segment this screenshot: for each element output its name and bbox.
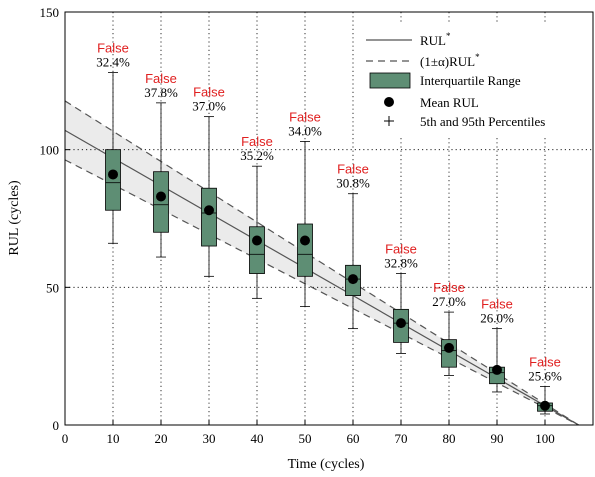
mean-marker xyxy=(492,364,502,375)
x-tick-label: 30 xyxy=(203,431,216,446)
status-label: False xyxy=(145,71,177,86)
percent-label: 37.0% xyxy=(192,99,226,114)
x-tick-label: 20 xyxy=(155,431,168,446)
x-tick-label: 70 xyxy=(395,431,408,446)
status-label: False xyxy=(193,85,225,100)
status-label: False xyxy=(97,41,129,56)
mean-marker xyxy=(300,235,310,246)
status-label: False xyxy=(289,109,321,124)
legend-rul-label: RUL* xyxy=(420,31,451,48)
boxplot-60 xyxy=(345,193,361,330)
x-tick-label: 50 xyxy=(299,431,312,446)
x-tick-label: 100 xyxy=(535,431,555,446)
percent-label: 27.0% xyxy=(432,294,466,309)
x-tick-label: 40 xyxy=(251,431,264,446)
y-tick-label: 50 xyxy=(46,280,59,295)
legend-alpha-band-label: (1±α)RUL* xyxy=(420,52,480,69)
legend-iqr-swatch xyxy=(369,72,411,89)
legend-percentile-label: 5th and 95th Percentiles xyxy=(420,114,545,129)
legend-mean-label: Mean RUL xyxy=(420,95,479,110)
percent-label: 30.8% xyxy=(336,176,370,191)
boxplot-90 xyxy=(489,328,505,393)
boxplot-70 xyxy=(393,273,409,354)
boxplot-80 xyxy=(441,311,457,376)
boxplot-100 xyxy=(537,386,553,415)
mean-marker xyxy=(156,191,166,202)
status-label: False xyxy=(433,280,465,295)
plot-frame xyxy=(64,11,594,426)
iqr-box xyxy=(105,149,121,211)
y-tick-label: 100 xyxy=(40,143,60,158)
x-tick-label: 10 xyxy=(107,431,120,446)
boxplot-40 xyxy=(249,165,265,299)
iqr-box xyxy=(201,187,217,247)
legend-iqr-label: Interquartile Range xyxy=(420,73,521,88)
status-label: False xyxy=(337,162,369,177)
percent-label: 35.2% xyxy=(240,148,274,163)
x-tick-label: 0 xyxy=(62,431,69,446)
x-tick-label: 60 xyxy=(347,431,360,446)
status-label: False xyxy=(529,354,561,369)
percent-label: 26.0% xyxy=(480,311,514,326)
boxplot-50 xyxy=(297,141,313,308)
status-label: False xyxy=(241,134,273,149)
boxplot-20 xyxy=(153,102,169,258)
boxplot-30 xyxy=(201,116,217,277)
percent-label: 34.0% xyxy=(288,123,322,138)
boxplot-10 xyxy=(105,72,121,244)
status-label: False xyxy=(385,242,417,257)
x-tick-label: 90 xyxy=(491,431,504,446)
percent-label: 32.4% xyxy=(96,55,130,70)
mean-marker xyxy=(540,400,550,411)
percent-label: 32.8% xyxy=(384,256,418,271)
legend-mean-swatch xyxy=(384,97,394,107)
status-label: False xyxy=(481,297,513,312)
percent-label: 37.8% xyxy=(144,85,178,100)
y-tick-label: 0 xyxy=(53,418,60,433)
y-tick-label: 150 xyxy=(40,5,60,20)
mean-marker xyxy=(396,318,406,329)
boxplots xyxy=(105,72,553,415)
iqr-box xyxy=(297,223,313,277)
axis-ticks: 0 10 20 30 40 50 60 70 80 90 100 0 50 100 150 xyxy=(40,5,555,446)
legend: RUL* (1±α)RUL* Interquartile Range Mean … xyxy=(357,24,584,137)
mean-marker xyxy=(348,274,358,285)
mean-marker xyxy=(444,342,454,353)
legend-percentile-swatch xyxy=(384,116,394,126)
iqr-box xyxy=(249,226,265,274)
iqr-box xyxy=(153,171,169,233)
x-tick-label: 80 xyxy=(443,431,456,446)
x-axis-title: Time (cycles) xyxy=(288,457,365,472)
mean-marker xyxy=(204,205,214,216)
percent-label: 25.6% xyxy=(528,368,562,383)
mean-marker xyxy=(108,169,118,180)
y-axis-title: RUL (cycles) xyxy=(7,180,22,256)
mean-marker xyxy=(252,235,262,246)
